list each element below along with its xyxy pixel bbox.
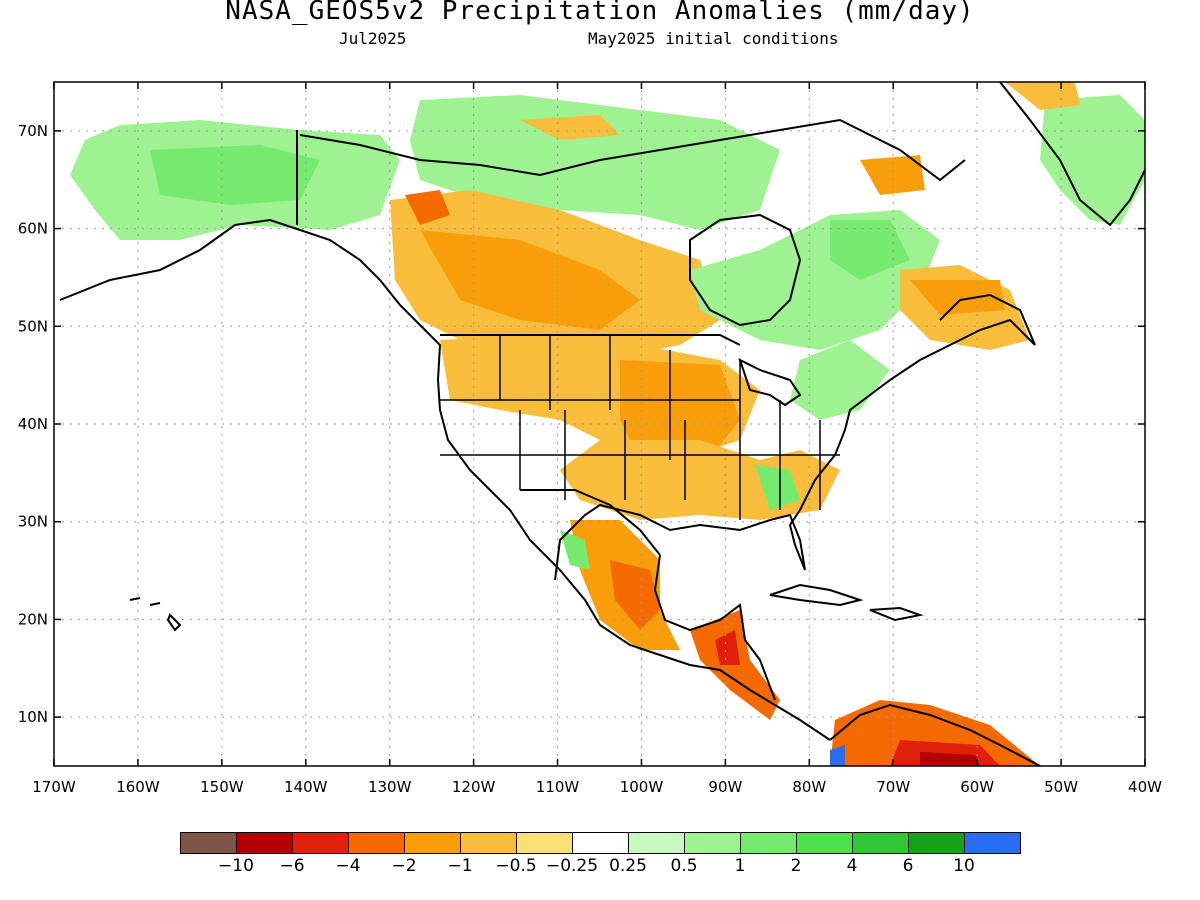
colorbar-label: 6 (902, 856, 914, 876)
colorbar-swatch (964, 832, 1021, 854)
canada-us-border (440, 334, 741, 346)
colorbar-swatch (852, 832, 909, 854)
hawaii-islands (129, 597, 182, 632)
south-america-coastline (829, 703, 1041, 766)
colorbar-label: −1 (447, 856, 473, 876)
lon-tick-label: 140W (284, 778, 328, 796)
lon-tick-label: 120W (452, 778, 496, 796)
lon-tick-label: 130W (368, 778, 412, 796)
us-south-dry-area (560, 440, 840, 520)
colorbar-swatch (796, 832, 853, 854)
colorbar-label: −2 (391, 856, 417, 876)
colorbar-label: 2 (790, 856, 802, 876)
lat-tick-label: 50N (18, 317, 48, 335)
colorbar-swatch (404, 832, 461, 854)
greenland-dry-area (1005, 82, 1080, 110)
colorbar-swatch (292, 832, 349, 854)
lat-lon-grid (54, 82, 1145, 766)
arctic-coastline (299, 118, 966, 182)
lat-tick-label: 70N (18, 122, 48, 140)
lon-tick-label: 100W (620, 778, 664, 796)
lon-tick-label: 40W (1128, 778, 1162, 796)
colorbar-swatch (572, 832, 629, 854)
lon-tick-label: 150W (200, 778, 244, 796)
southeast-wet-area (755, 465, 800, 510)
lon-tick-label: 160W (116, 778, 160, 796)
colorbar-swatch (460, 832, 517, 854)
arctic-dry-patch (520, 115, 620, 140)
colorbar-label: −0.25 (545, 856, 599, 876)
west-coast-coastline (59, 218, 831, 741)
colorbar-label: 1 (734, 856, 746, 876)
colorbar-swatch (684, 832, 741, 854)
state-borders (440, 335, 840, 520)
lon-tick-label: 170W (32, 778, 76, 796)
bc-dry-spot (405, 190, 450, 225)
maritimes-dry-core (910, 280, 1005, 315)
colombia-wet-spot (830, 745, 845, 766)
coastlines-and-borders (59, 82, 1145, 766)
colorbar-swatch (908, 832, 965, 854)
colorbar-label: 0.25 (609, 856, 647, 876)
colorbar-label: −6 (279, 856, 305, 876)
lat-tick-label: 20N (18, 610, 48, 628)
us-mexico-border (520, 489, 661, 556)
hudson-dry-patch (860, 155, 925, 195)
alaska-wet-core (150, 145, 320, 205)
map-title: NASA_GEOS5v2 Precipitation Anomalies (mm… (225, 0, 975, 26)
great-lakes-outline (738, 358, 802, 407)
colorbar-label: 10 (953, 856, 975, 876)
lat-tick-label: 10N (18, 708, 48, 726)
lon-tick-label: 110W (536, 778, 580, 796)
hudson-bay-coastline (689, 213, 802, 327)
colorbar-swatch (180, 832, 237, 854)
lat-tick-label: 40N (18, 415, 48, 433)
mexico-wet-strip (560, 530, 590, 570)
canada-dry-core (420, 230, 640, 330)
lon-tick-label: 60W (960, 778, 994, 796)
colorbar-swatch (348, 832, 405, 854)
colorbar-label: −10 (218, 856, 254, 876)
lon-tick-label: 80W (792, 778, 826, 796)
colorbar-label: −0.5 (495, 856, 537, 876)
colorbar-swatch (628, 832, 685, 854)
lon-tick-label: 70W (876, 778, 910, 796)
south-america-very-dry (920, 752, 980, 766)
arctic-wet-area (410, 95, 780, 230)
colorbar-swatch (740, 832, 797, 854)
yucatan-dry-core (715, 630, 740, 665)
quebec-wet-core (830, 220, 910, 280)
colorbar-swatch (516, 832, 573, 854)
lat-tick-label: 30N (18, 513, 48, 531)
lon-tick-label: 90W (708, 778, 742, 796)
initial-conditions: May2025 initial conditions (588, 29, 839, 48)
cuba-outline (769, 583, 864, 607)
colorbar-label: 4 (846, 856, 858, 876)
forecast-month: Jul2025 (339, 29, 407, 48)
lat-tick-label: 60N (18, 220, 48, 238)
greenland-wet-area (1040, 95, 1145, 225)
northeast-wet-area (790, 340, 890, 420)
colorbar-swatch (236, 832, 293, 854)
south-america-dry (830, 700, 1040, 766)
hispaniola-outline (869, 606, 924, 622)
northeast-coastline (889, 293, 1036, 381)
lon-tick-label: 50W (1044, 778, 1078, 796)
greenland-coastline (999, 82, 1145, 227)
colorbar-label: −4 (335, 856, 361, 876)
colorbar-label: 0.5 (670, 856, 698, 876)
mexico-gulf-coastline (653, 554, 776, 701)
anomaly-shading (70, 82, 1145, 766)
mexico-dry-core (610, 560, 660, 630)
axis-ticks: 170W 160W 150W 140W 130W 120W 110W 100W 90W 80W 70… (18, 82, 1162, 796)
